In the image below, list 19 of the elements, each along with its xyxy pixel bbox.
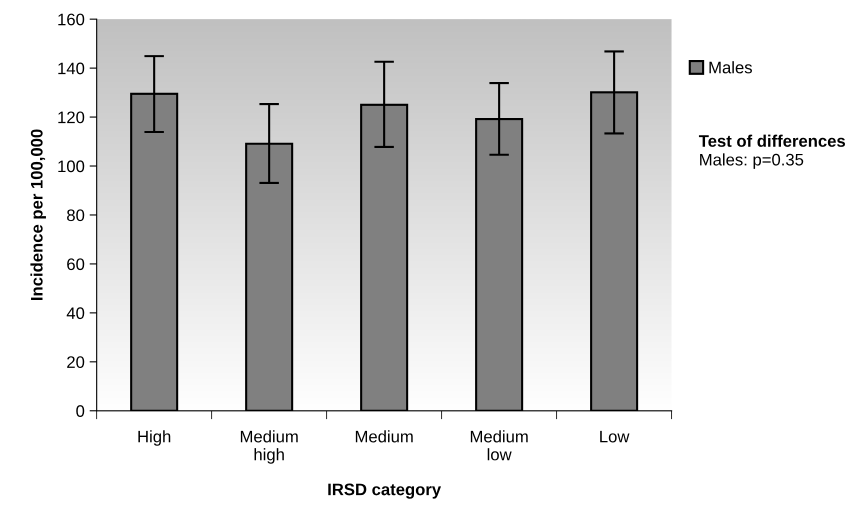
text: Test of differences xyxy=(698,134,846,147)
x-tick-label: Medium low xyxy=(470,430,528,460)
y-tick-label: 40 xyxy=(66,307,84,320)
x-tick-label: Medium xyxy=(356,430,413,442)
y-tick-label: 80 xyxy=(67,209,84,222)
y-tick-label: 20 xyxy=(67,356,84,368)
y-axis-title: Incidence per 100,000 xyxy=(30,129,46,300)
y-tick-label: 160 xyxy=(58,14,84,26)
y-tick-label: 60 xyxy=(67,258,84,270)
x-tick-label: Low xyxy=(600,430,630,442)
text: Males: p=0.35 xyxy=(700,153,804,169)
x-axis-title: IRSD category xyxy=(328,484,442,499)
y-tick-label: 100 xyxy=(58,160,84,172)
x-tick-label: Medium high xyxy=(240,430,298,464)
x-tick-label: High xyxy=(138,430,170,446)
legend-label: Males xyxy=(709,61,752,74)
y-tick-label: 140 xyxy=(58,62,84,74)
y-tick-label: 0 xyxy=(76,405,84,417)
y-tick-label: 120 xyxy=(58,111,84,124)
